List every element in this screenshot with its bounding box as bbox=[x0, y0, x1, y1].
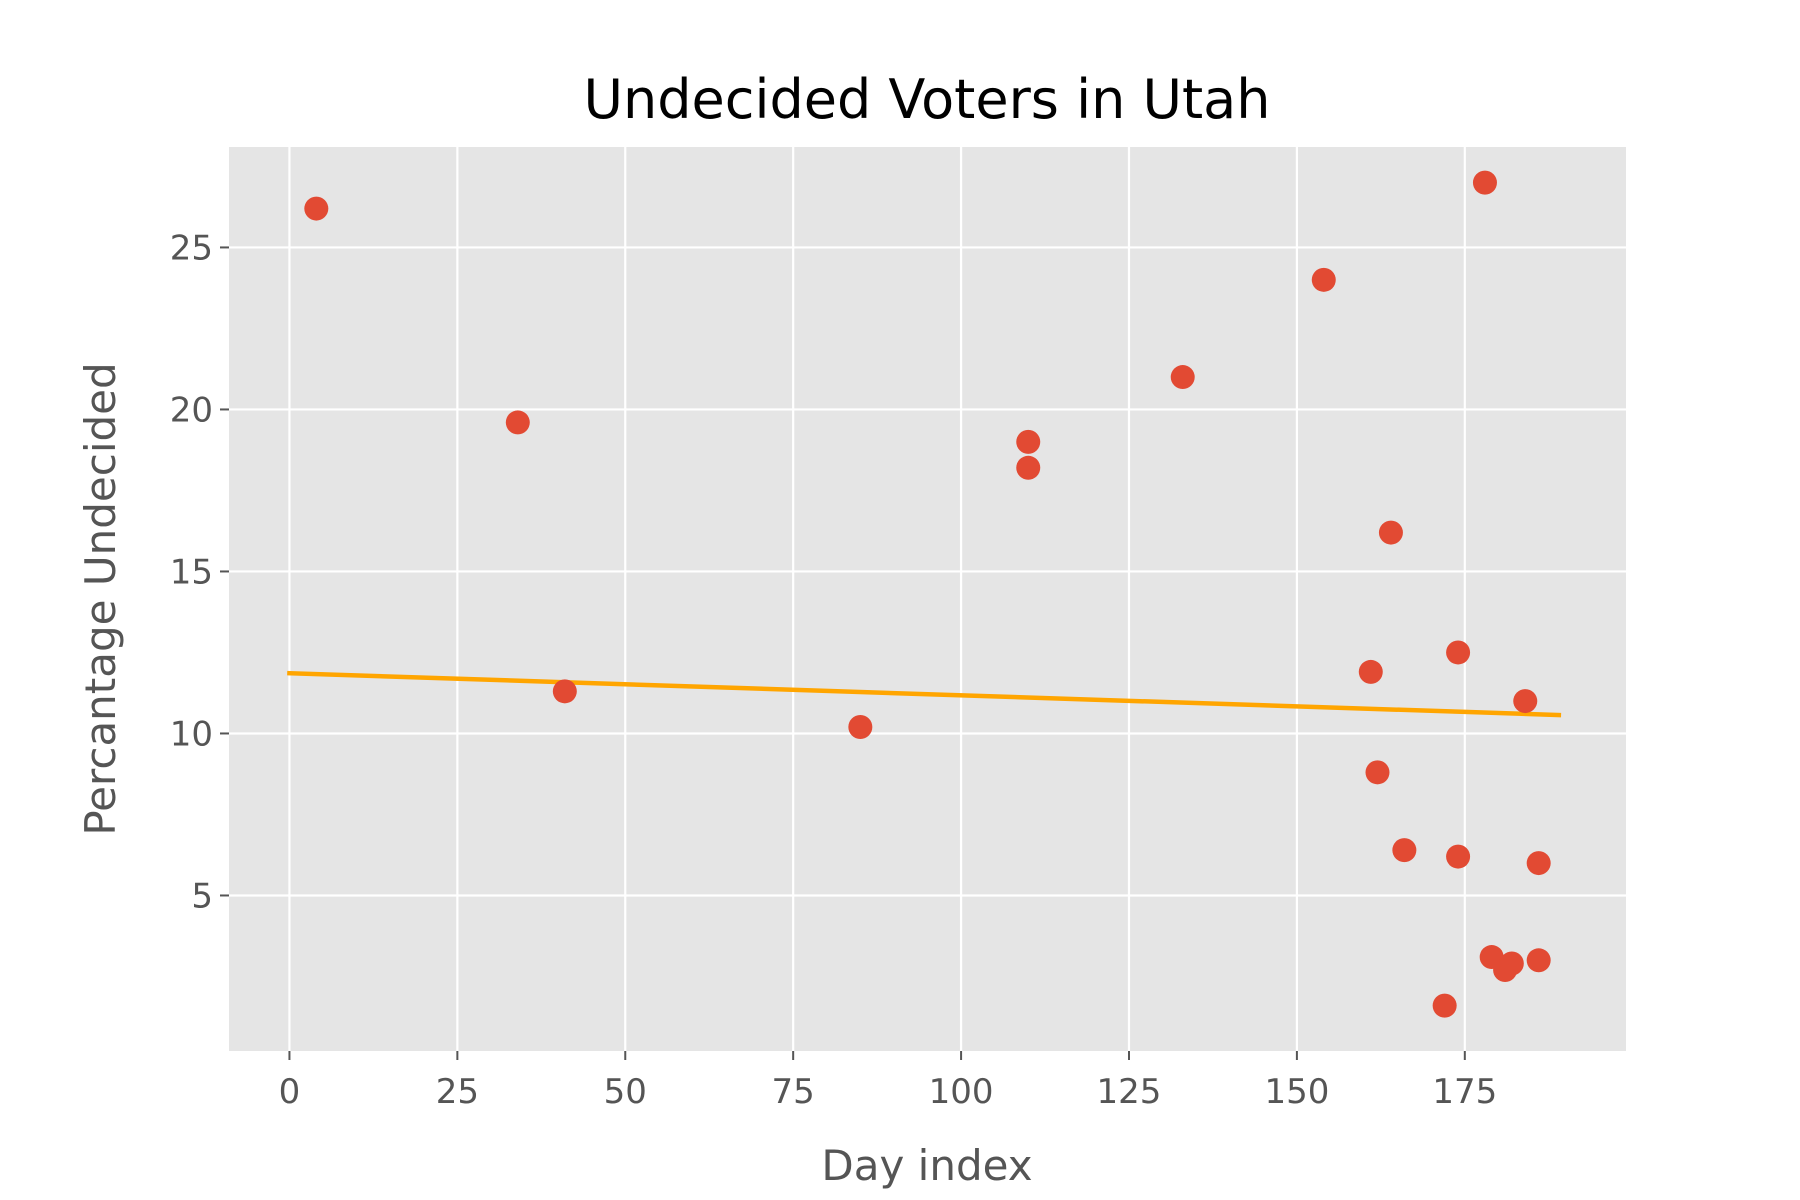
x-tick-label: 0 bbox=[279, 1072, 301, 1112]
data-point bbox=[1446, 640, 1471, 665]
chart-title: Undecided Voters in Utah bbox=[584, 68, 1271, 131]
data-point bbox=[1499, 951, 1524, 976]
x-tick-label: 25 bbox=[436, 1072, 479, 1112]
y-tick-label: 10 bbox=[170, 714, 213, 754]
data-point bbox=[1016, 429, 1041, 454]
data-point bbox=[1446, 844, 1471, 869]
data-point bbox=[1016, 455, 1041, 480]
data-point bbox=[1365, 760, 1390, 785]
data-point bbox=[304, 196, 329, 221]
plot-area bbox=[229, 147, 1626, 1051]
x-axis-label: Day index bbox=[821, 1141, 1032, 1190]
data-point bbox=[505, 410, 530, 435]
y-axis-label: Percantage Undecided bbox=[76, 362, 125, 835]
y-gridlines bbox=[229, 246, 1626, 897]
data-point bbox=[552, 679, 577, 704]
data-point bbox=[1513, 689, 1538, 714]
x-tick-label: 75 bbox=[772, 1072, 815, 1112]
y-tick-label: 25 bbox=[170, 228, 213, 268]
data-point bbox=[1392, 838, 1417, 863]
x-gridlines bbox=[288, 147, 1466, 1051]
data-point bbox=[1311, 267, 1336, 292]
data-points bbox=[304, 170, 1551, 1018]
x-tick-label: 150 bbox=[1264, 1072, 1329, 1112]
y-tick-label: 5 bbox=[191, 876, 213, 916]
data-point bbox=[1472, 170, 1497, 195]
data-point bbox=[848, 714, 873, 739]
axis-ticks: 0 25 50 75 100 125 150 175 5 10 15 20 25 bbox=[170, 228, 1498, 1112]
data-point bbox=[1526, 851, 1551, 876]
data-point bbox=[1378, 520, 1403, 545]
x-tick-label: 125 bbox=[1097, 1072, 1162, 1112]
data-point bbox=[1358, 659, 1383, 684]
data-point bbox=[1526, 948, 1551, 973]
trend-line-group bbox=[287, 670, 1562, 718]
x-tick-label: 175 bbox=[1432, 1072, 1497, 1112]
y-tick-label: 20 bbox=[170, 390, 213, 430]
x-tick-label: 50 bbox=[604, 1072, 647, 1112]
data-point bbox=[1170, 365, 1195, 390]
data-point bbox=[1432, 993, 1457, 1018]
trend-line bbox=[287, 670, 1562, 718]
x-tick-label: 100 bbox=[929, 1072, 994, 1112]
y-tick-label: 15 bbox=[170, 552, 213, 592]
